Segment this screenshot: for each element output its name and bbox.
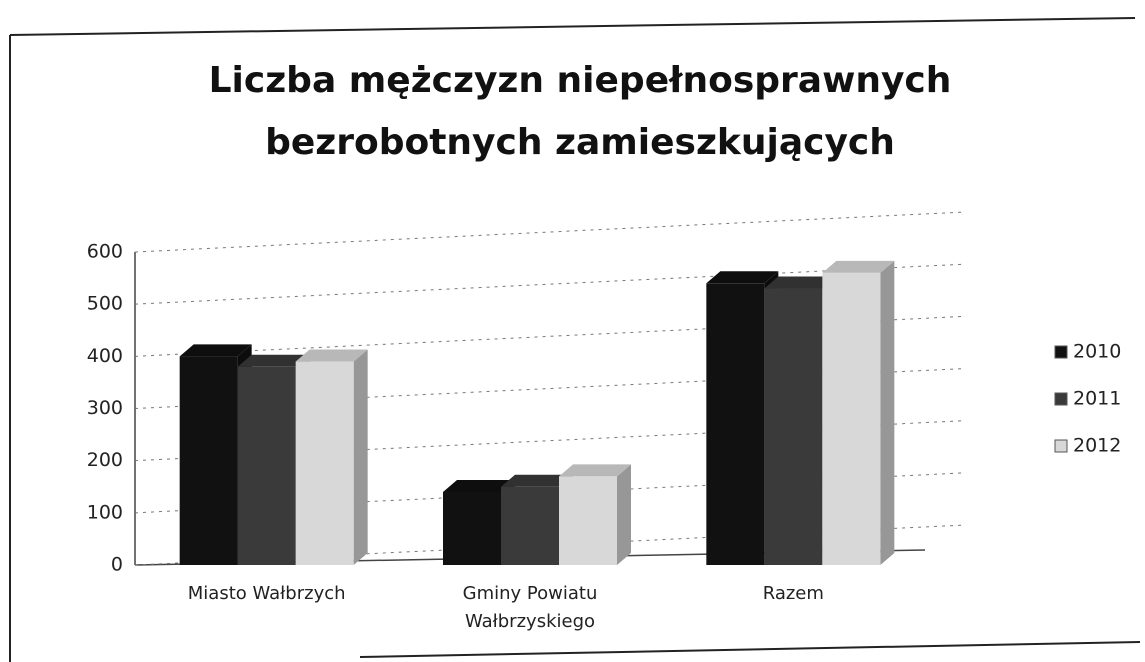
bar-face (764, 288, 823, 565)
bar-face (295, 361, 354, 565)
bar-face (706, 271, 779, 284)
bar (295, 349, 368, 565)
bar-face (706, 283, 765, 565)
legend-swatch (1054, 392, 1068, 406)
y-tick-label: 600 (87, 241, 123, 263)
bar-face (501, 486, 559, 565)
legend-swatch (1054, 345, 1068, 359)
bar-face (179, 356, 238, 565)
x-tick-label: Miasto Wałbrzych (187, 583, 346, 604)
bar-face (764, 276, 837, 289)
bar-face (237, 366, 296, 565)
legend-label: 2010 (1073, 341, 1121, 363)
bar-face (822, 272, 881, 565)
y-tick-label: 400 (87, 345, 123, 367)
legend-swatch (1054, 439, 1068, 453)
bar-face (353, 349, 368, 565)
grid-line (134, 315, 966, 357)
x-tick-label: Razem (762, 583, 824, 604)
bar-face (237, 354, 310, 367)
y-tick-label: 500 (87, 293, 123, 315)
y-tick-label: 200 (87, 449, 123, 471)
bar-face (559, 476, 617, 565)
bar-face (179, 344, 252, 357)
bar-face (443, 479, 515, 492)
bar (559, 464, 631, 565)
bar (822, 260, 895, 565)
bar-face (617, 464, 631, 565)
x-tick-label: Gminy Powiatu Wałbrzyskiego (462, 583, 598, 632)
chart-title: Liczba mężczyzn niepełnosprawnych bezrob… (208, 60, 952, 163)
y-tick-label: 100 (87, 501, 123, 523)
bar-face (880, 260, 895, 565)
bar-face (295, 349, 368, 362)
grid-line (134, 211, 966, 253)
bar-face (443, 491, 501, 565)
frame (9, 17, 1141, 662)
y-tick-label: 0 (111, 554, 123, 576)
y-tick-label: 300 (87, 397, 123, 419)
grid-line (134, 263, 966, 305)
bar-face (559, 464, 631, 477)
legend-label: 2011 (1073, 388, 1121, 410)
bar-face (501, 474, 573, 487)
bar-face (822, 260, 895, 273)
legend-label: 2012 (1073, 435, 1121, 457)
